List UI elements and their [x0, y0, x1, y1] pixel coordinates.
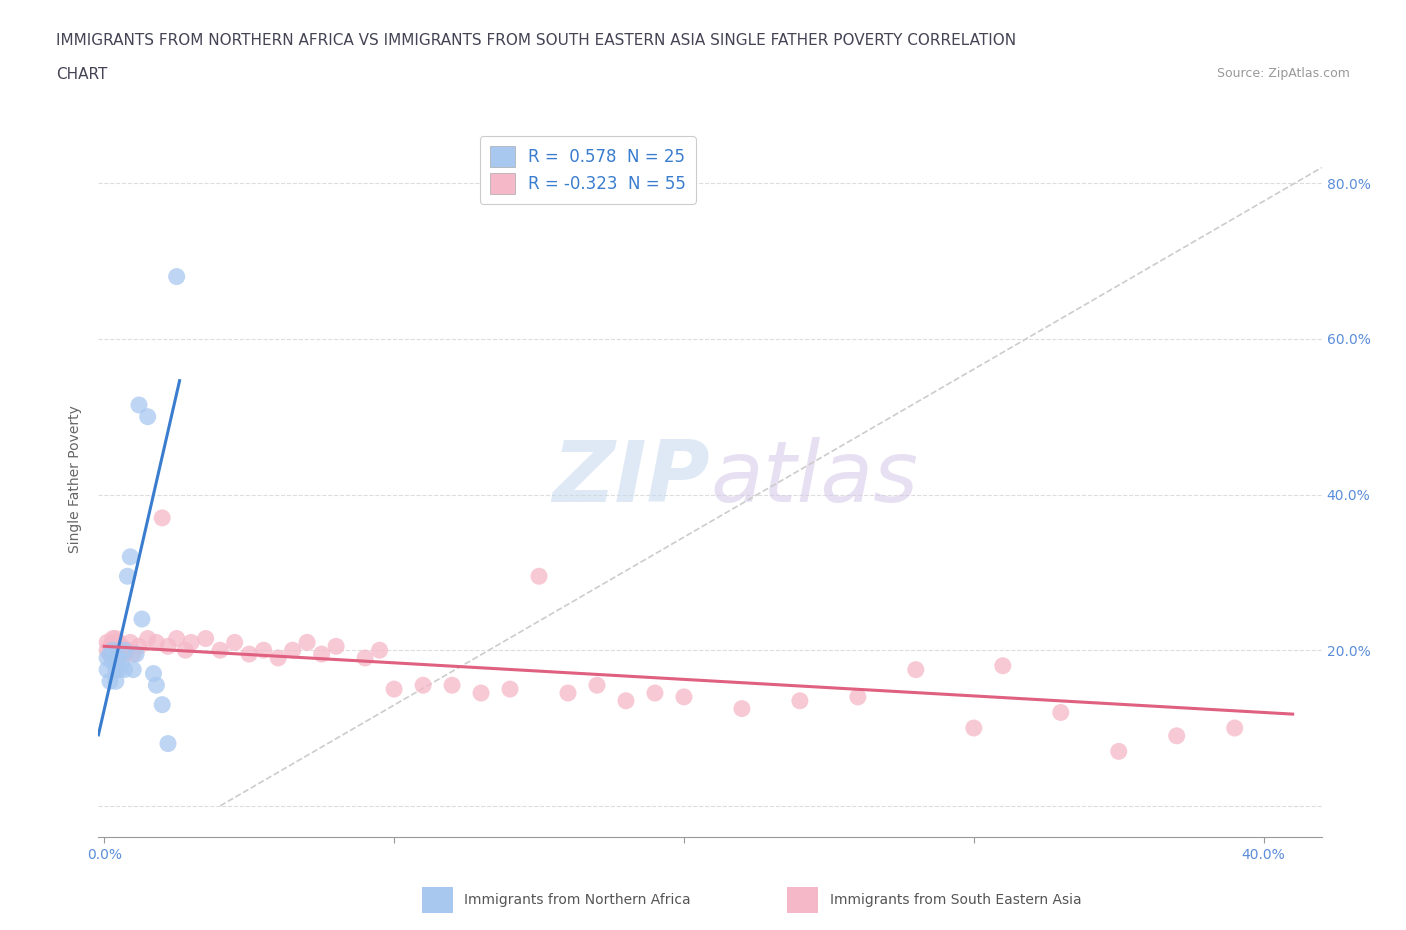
Point [209, 643, 232, 658]
Point [194, 631, 217, 646]
Point [128, 397, 150, 412]
Point [150, 511, 173, 525]
Point [128, 639, 150, 654]
Point [114, 646, 136, 661]
Point [122, 662, 145, 677]
Point [557, 685, 579, 700]
Point [117, 569, 139, 584]
Point [114, 662, 136, 677]
Point [104, 674, 127, 689]
Point [101, 655, 124, 670]
Point [412, 678, 434, 693]
Point [98, 674, 121, 689]
Text: Immigrants from South Eastern Asia: Immigrants from South Eastern Asia [830, 893, 1081, 908]
Text: Source: ZipAtlas.com: Source: ZipAtlas.com [1216, 67, 1350, 80]
Point [122, 646, 145, 661]
Point [101, 631, 124, 646]
Point [789, 694, 811, 709]
Y-axis label: Single Father Poverty: Single Father Poverty [69, 405, 83, 553]
Point [131, 612, 153, 627]
Point [253, 643, 276, 658]
Point [527, 569, 550, 584]
Point [295, 635, 318, 650]
Point [224, 635, 246, 650]
Point [963, 721, 986, 736]
Point [107, 651, 129, 666]
Point [267, 651, 290, 666]
Point [120, 550, 142, 565]
Point [311, 646, 333, 661]
Point [142, 666, 165, 681]
Point [125, 646, 148, 661]
Point [96, 662, 118, 677]
Point [644, 685, 666, 700]
Point [145, 635, 167, 650]
Text: IMMIGRANTS FROM NORTHERN AFRICA VS IMMIGRANTS FROM SOUTH EASTERN ASIA SINGLE FAT: IMMIGRANTS FROM NORTHERN AFRICA VS IMMIG… [56, 33, 1017, 47]
Point [101, 643, 124, 658]
Point [382, 682, 405, 697]
Point [470, 685, 492, 700]
Point [174, 643, 197, 658]
Point [101, 643, 124, 658]
Point [441, 678, 464, 693]
Point [846, 689, 869, 704]
Point [114, 643, 136, 658]
Point [354, 651, 377, 666]
Point [586, 678, 609, 693]
Point [107, 662, 129, 677]
Point [104, 646, 127, 661]
Point [1223, 721, 1246, 736]
Point [117, 643, 139, 658]
Point [180, 635, 202, 650]
Point [238, 646, 260, 661]
Point [991, 658, 1014, 673]
Point [110, 639, 132, 654]
Point [96, 635, 118, 650]
Point [98, 646, 121, 661]
Point [1049, 705, 1071, 720]
Point [731, 701, 754, 716]
Point [150, 698, 173, 712]
Point [166, 631, 188, 646]
Point [614, 694, 637, 709]
Point [499, 682, 522, 697]
Point [166, 269, 188, 284]
Point [104, 662, 127, 677]
Point [96, 643, 118, 658]
Point [1166, 728, 1188, 743]
Point [136, 631, 159, 646]
Point [136, 409, 159, 424]
Point [98, 639, 121, 654]
Point [368, 643, 391, 658]
Point [281, 643, 304, 658]
Point [104, 631, 127, 646]
Point [110, 655, 132, 670]
Point [145, 678, 167, 693]
Text: Immigrants from Northern Africa: Immigrants from Northern Africa [464, 893, 690, 908]
Point [325, 639, 347, 654]
Point [1108, 744, 1130, 759]
Point [98, 646, 121, 661]
Point [96, 651, 118, 666]
Point [904, 662, 927, 677]
Point [120, 635, 142, 650]
Text: ZIP: ZIP [553, 437, 710, 521]
Point [156, 639, 179, 654]
Point [107, 635, 129, 650]
Text: CHART: CHART [56, 67, 108, 82]
Point [156, 737, 179, 751]
Text: atlas: atlas [710, 437, 918, 521]
Point [672, 689, 695, 704]
Legend: R =  0.578  N = 25, R = -0.323  N = 55: R = 0.578 N = 25, R = -0.323 N = 55 [479, 137, 696, 204]
